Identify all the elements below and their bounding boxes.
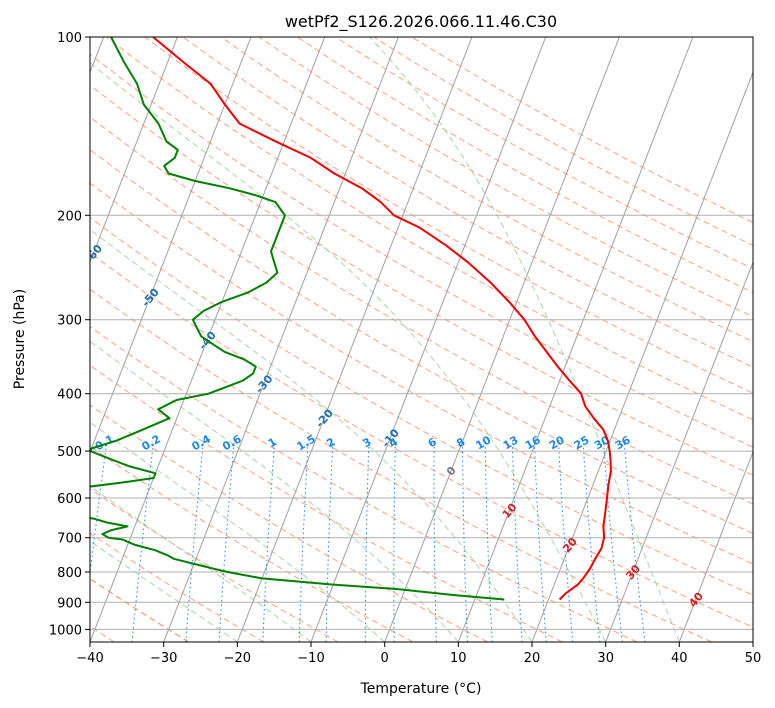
x-tick-label: −20 bbox=[224, 651, 251, 666]
x-tick-label: −10 bbox=[297, 651, 324, 666]
mixing-ratio-line bbox=[364, 440, 370, 642]
y-tick-label: 700 bbox=[57, 532, 82, 547]
isotherm-line bbox=[236, 37, 473, 642]
dry-adiabat-line bbox=[90, 488, 339, 642]
mixing-ratio-line bbox=[218, 440, 235, 642]
isotherm-line bbox=[90, 37, 178, 264]
x-tick-label: 50 bbox=[745, 651, 762, 666]
isotherm-line bbox=[310, 37, 547, 642]
mixing-ratio-line bbox=[90, 440, 108, 577]
mixing-ratio-line bbox=[462, 440, 468, 642]
dry-adiabat-line bbox=[90, 216, 753, 596]
plot-area: -100-90-80-70-60-50-40-30-20-10010203040… bbox=[90, 37, 753, 642]
mixing-ratio-line bbox=[325, 440, 334, 642]
x-tick-label: 20 bbox=[524, 651, 541, 666]
dry-adiabat-line bbox=[90, 252, 753, 628]
mixing-ratio-lines bbox=[90, 440, 646, 642]
y-axis-label: Pressure (hPa) bbox=[12, 289, 28, 389]
y-tick-label: 1000 bbox=[49, 623, 82, 638]
x-tick-label: −40 bbox=[76, 651, 103, 666]
mixing-ratio-line bbox=[131, 440, 155, 642]
mixing-ratio-line bbox=[185, 440, 204, 642]
y-tick-label: 600 bbox=[57, 492, 82, 507]
y-tick-label: 100 bbox=[57, 31, 82, 46]
dewpoint-line bbox=[90, 37, 505, 601]
dry-adiabat-line bbox=[297, 37, 753, 294]
mixing-ratio-line bbox=[393, 440, 396, 642]
mixing-ratio-line bbox=[533, 440, 547, 642]
isotherm-line bbox=[605, 260, 753, 642]
mixing-ratio-line bbox=[433, 440, 437, 642]
x-tick-label: 0 bbox=[381, 651, 389, 666]
mixing-ratio-line bbox=[558, 440, 574, 642]
y-tick-label: 500 bbox=[57, 445, 82, 460]
mixing-ratio-line bbox=[511, 440, 523, 642]
dry-adiabat-line bbox=[90, 182, 753, 565]
isotherm-line bbox=[457, 37, 694, 642]
isotherm-line bbox=[90, 37, 252, 454]
mixing-ratio-line bbox=[582, 440, 601, 642]
dry-adiabat-line bbox=[90, 404, 488, 642]
x-tick-label: −30 bbox=[150, 651, 177, 666]
profile-series bbox=[90, 37, 612, 601]
isotherm-line bbox=[531, 70, 753, 642]
x-tick-label: 10 bbox=[450, 651, 467, 666]
x-tick-label: 30 bbox=[597, 651, 614, 666]
mixing-ratio-line bbox=[262, 440, 276, 642]
temperature-line bbox=[152, 37, 612, 601]
moist-adiabat-line bbox=[369, 37, 680, 642]
moist-adiabat-line bbox=[90, 540, 238, 642]
x-axis-label: Temperature (°C) bbox=[360, 681, 482, 697]
dry-adiabat-line bbox=[90, 116, 753, 505]
x-axis: −40 −30 −20 −10 0 10 20 30 40 50 bbox=[76, 642, 761, 666]
y-tick-label: 400 bbox=[57, 388, 82, 403]
isotherm-line bbox=[384, 37, 620, 642]
dry-adiabat-line bbox=[182, 37, 753, 368]
mixing-ratio-line bbox=[484, 440, 493, 642]
dry-adiabat-line bbox=[90, 84, 753, 476]
plot-frame bbox=[89, 36, 754, 643]
moist-adiabat-line bbox=[90, 421, 386, 642]
chart-title: wetPf2_S126.2026.066.11.46.C30 bbox=[285, 12, 557, 32]
dry-adiabats bbox=[90, 37, 753, 642]
isotherm-line bbox=[678, 450, 753, 642]
mixing-ratio-line bbox=[623, 440, 646, 642]
y-tick-label: 200 bbox=[57, 209, 82, 224]
pressure-gridlines bbox=[90, 37, 753, 630]
dry-adiabat-line bbox=[220, 37, 753, 343]
x-tick-label: 40 bbox=[671, 651, 688, 666]
dry-adiabat-line bbox=[90, 53, 753, 448]
mixing-ratio-line bbox=[602, 440, 623, 642]
y-axis: 100 200 300 400 500 600 700 800 900 1000 bbox=[49, 31, 90, 638]
y-tick-label: 900 bbox=[57, 596, 82, 611]
y-tick-label: 300 bbox=[57, 314, 82, 329]
isotherm-line bbox=[163, 37, 399, 642]
dry-adiabat-line bbox=[90, 364, 563, 642]
y-tick-label: 800 bbox=[57, 566, 82, 581]
mixing-ratio-line bbox=[298, 440, 309, 642]
dry-adiabat-line bbox=[90, 532, 264, 642]
